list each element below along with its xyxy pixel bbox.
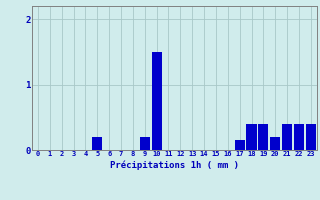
Bar <box>235 140 245 150</box>
X-axis label: Précipitations 1h ( mm ): Précipitations 1h ( mm ) <box>110 160 239 170</box>
Bar <box>258 124 268 150</box>
Bar <box>282 124 292 150</box>
Bar <box>306 124 316 150</box>
Bar <box>152 52 162 150</box>
Bar <box>140 137 150 150</box>
Bar <box>294 124 304 150</box>
Bar <box>92 137 102 150</box>
Bar <box>246 124 257 150</box>
Bar <box>270 137 280 150</box>
